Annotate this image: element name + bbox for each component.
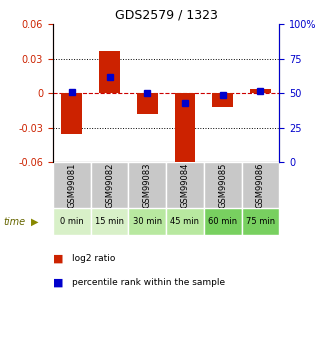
- Text: ■: ■: [53, 278, 64, 288]
- Bar: [61, 93, 82, 134]
- Bar: [204, 162, 241, 208]
- Bar: [137, 93, 158, 114]
- Text: GSM99083: GSM99083: [143, 163, 152, 208]
- Text: GSM99085: GSM99085: [218, 163, 227, 208]
- Title: GDS2579 / 1323: GDS2579 / 1323: [115, 9, 218, 22]
- Text: 75 min: 75 min: [246, 217, 275, 226]
- Bar: [91, 162, 128, 208]
- Text: GSM99086: GSM99086: [256, 163, 265, 208]
- Bar: [175, 93, 195, 166]
- Text: 45 min: 45 min: [170, 217, 199, 226]
- Bar: [99, 51, 120, 93]
- Text: 30 min: 30 min: [133, 217, 162, 226]
- Bar: [241, 208, 279, 235]
- Bar: [166, 208, 204, 235]
- Bar: [204, 208, 241, 235]
- Bar: [128, 208, 166, 235]
- Bar: [212, 93, 233, 107]
- Text: 0 min: 0 min: [60, 217, 84, 226]
- Text: time: time: [3, 217, 25, 227]
- Text: GSM99084: GSM99084: [180, 163, 189, 208]
- Text: 15 min: 15 min: [95, 217, 124, 226]
- Text: log2 ratio: log2 ratio: [72, 254, 116, 263]
- Text: percentile rank within the sample: percentile rank within the sample: [72, 278, 225, 287]
- Bar: [166, 162, 204, 208]
- Text: ■: ■: [53, 254, 64, 264]
- Bar: [241, 162, 279, 208]
- Bar: [128, 162, 166, 208]
- Bar: [91, 208, 128, 235]
- Text: GSM99081: GSM99081: [67, 163, 76, 208]
- Text: GSM99082: GSM99082: [105, 163, 114, 208]
- Bar: [250, 89, 271, 93]
- Bar: [53, 208, 91, 235]
- Bar: [53, 162, 91, 208]
- Text: ▶: ▶: [30, 217, 38, 227]
- Text: 60 min: 60 min: [208, 217, 237, 226]
